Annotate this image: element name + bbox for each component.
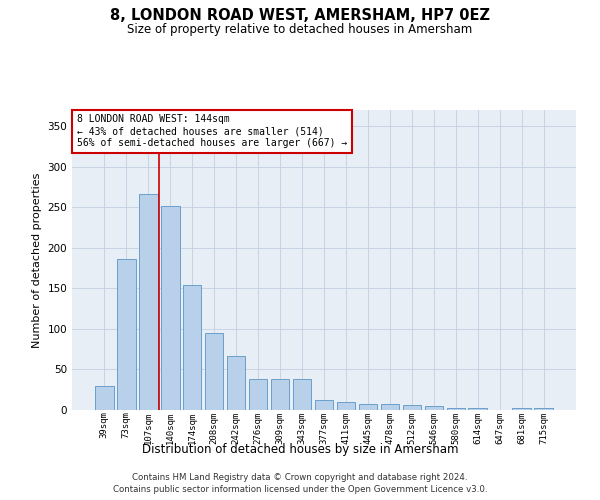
- Text: 8 LONDON ROAD WEST: 144sqm
← 43% of detached houses are smaller (514)
56% of sem: 8 LONDON ROAD WEST: 144sqm ← 43% of deta…: [77, 114, 347, 148]
- Bar: [139, 194, 158, 410]
- Bar: [227, 356, 245, 410]
- Bar: [337, 402, 355, 410]
- Bar: [359, 404, 377, 410]
- Bar: [314, 400, 334, 410]
- Bar: [117, 259, 136, 410]
- Text: Distribution of detached houses by size in Amersham: Distribution of detached houses by size …: [142, 442, 458, 456]
- Bar: [161, 206, 179, 410]
- Bar: [403, 405, 421, 410]
- Bar: [271, 379, 289, 410]
- Text: 8, LONDON ROAD WEST, AMERSHAM, HP7 0EZ: 8, LONDON ROAD WEST, AMERSHAM, HP7 0EZ: [110, 8, 490, 22]
- Bar: [183, 285, 202, 410]
- Bar: [469, 408, 487, 410]
- Bar: [446, 408, 465, 410]
- Bar: [95, 386, 113, 410]
- Bar: [535, 408, 553, 410]
- Bar: [512, 408, 531, 410]
- Text: Contains HM Land Registry data © Crown copyright and database right 2024.: Contains HM Land Registry data © Crown c…: [132, 472, 468, 482]
- Y-axis label: Number of detached properties: Number of detached properties: [32, 172, 42, 348]
- Bar: [293, 379, 311, 410]
- Bar: [249, 379, 268, 410]
- Bar: [205, 333, 223, 410]
- Bar: [380, 404, 399, 410]
- Text: Size of property relative to detached houses in Amersham: Size of property relative to detached ho…: [127, 22, 473, 36]
- Text: Contains public sector information licensed under the Open Government Licence v3: Contains public sector information licen…: [113, 485, 487, 494]
- Bar: [425, 406, 443, 410]
